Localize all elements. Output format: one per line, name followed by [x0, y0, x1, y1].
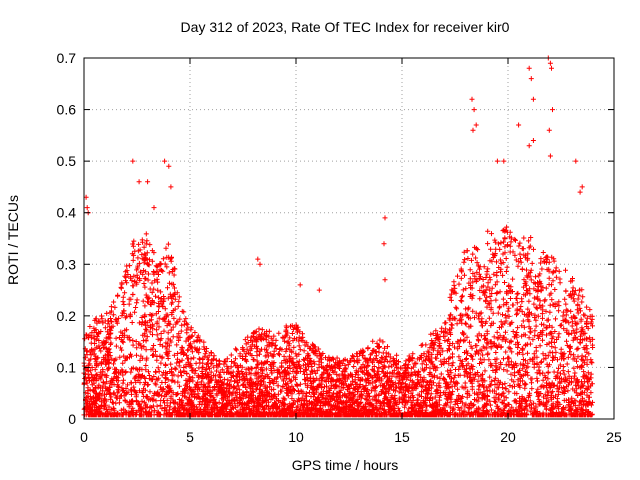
x-tick-label: 0	[80, 429, 88, 445]
y-axis-label: ROTI / TECUs	[5, 195, 21, 285]
y-tick-label: 0.2	[57, 308, 77, 324]
chart-title: Day 312 of 2023, Rate Of TEC Index for r…	[181, 19, 510, 35]
scatter-markers	[81, 55, 596, 418]
y-tick-label: 0	[68, 411, 76, 427]
y-tick-label: 0.3	[57, 256, 77, 272]
x-tick-labels: 0 5 10 15 20 25	[80, 429, 622, 445]
x-tick-label: 15	[394, 429, 410, 445]
y-tick-label: 0.6	[57, 102, 77, 118]
y-tick-label: 0.5	[57, 153, 77, 169]
axis-ticks	[83, 57, 615, 420]
x-tick-label: 20	[500, 429, 516, 445]
x-tick-label: 10	[288, 429, 304, 445]
data-points	[81, 55, 596, 418]
y-tick-label: 0.7	[57, 50, 77, 66]
grid-lines	[84, 58, 614, 419]
x-tick-label: 5	[186, 429, 194, 445]
x-axis-label: GPS time / hours	[292, 457, 399, 473]
y-tick-label: 0.1	[57, 359, 77, 375]
plot-frame	[83, 57, 615, 420]
y-tick-label: 0.4	[57, 205, 77, 221]
x-tick-label: 25	[606, 429, 622, 445]
y-tick-labels: 0 0.1 0.2 0.3 0.4 0.5 0.6 0.7	[57, 50, 77, 427]
